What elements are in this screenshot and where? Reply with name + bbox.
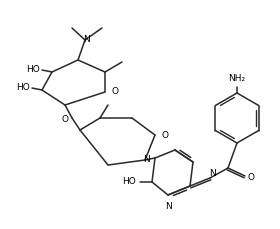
Text: O: O: [248, 172, 255, 182]
Text: N: N: [165, 202, 171, 211]
Text: HO: HO: [26, 65, 40, 74]
Text: O: O: [62, 115, 69, 125]
Text: O: O: [161, 131, 168, 139]
Text: HO: HO: [122, 177, 136, 186]
Text: N: N: [209, 169, 215, 178]
Text: N: N: [83, 35, 89, 44]
Text: NH₂: NH₂: [228, 74, 246, 83]
Text: N: N: [143, 155, 150, 164]
Text: HO: HO: [16, 84, 30, 93]
Text: O: O: [111, 87, 118, 96]
